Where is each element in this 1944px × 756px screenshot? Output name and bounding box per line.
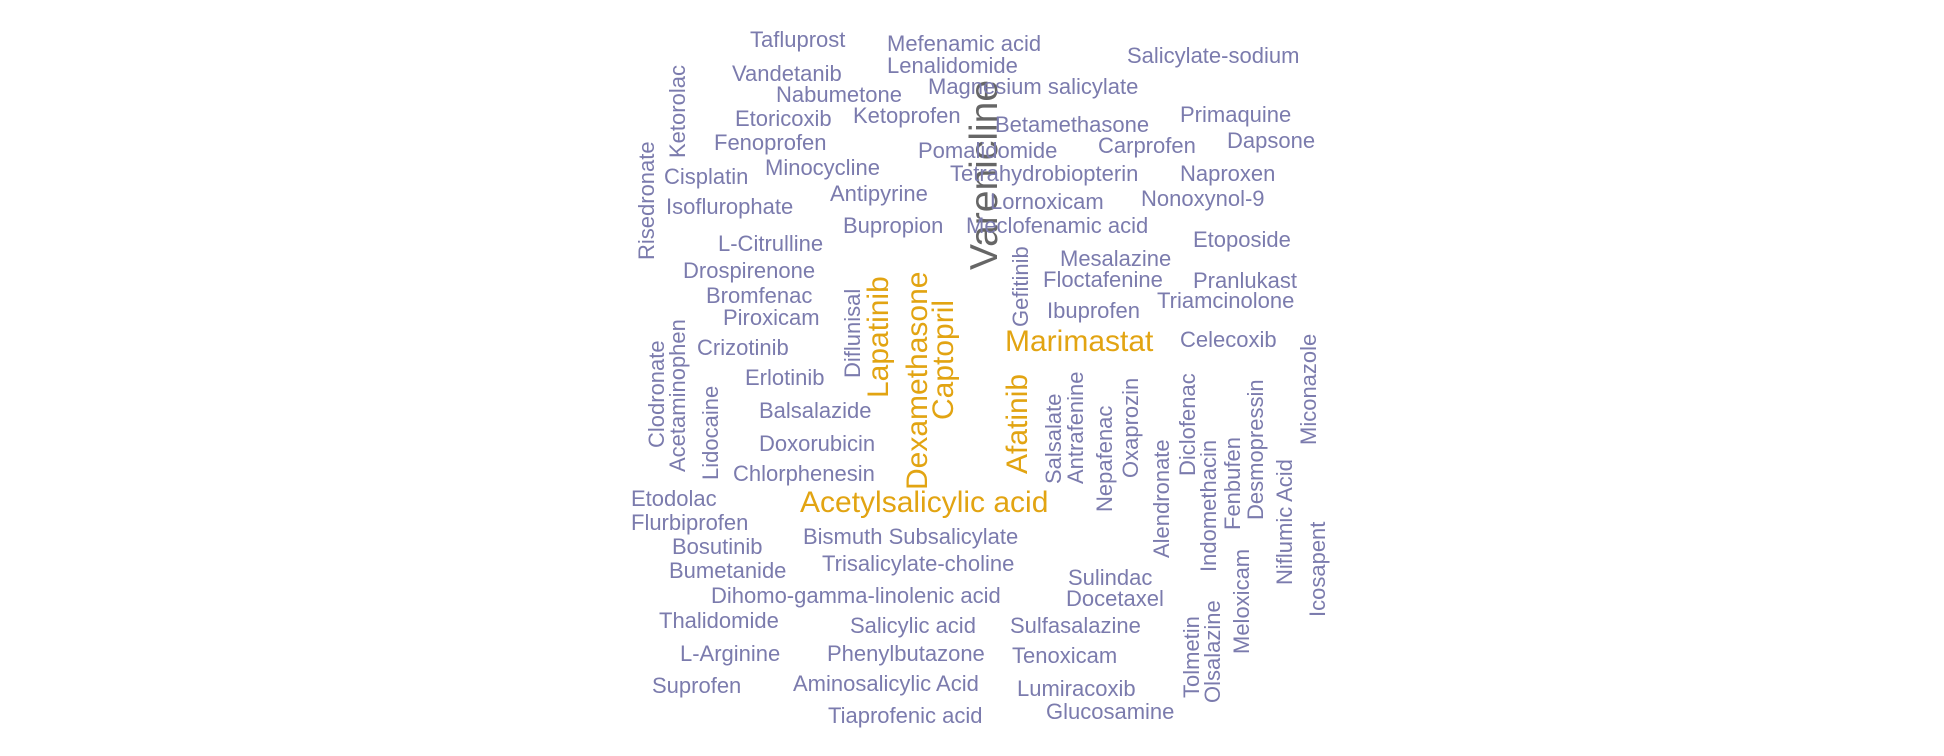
word: Desmopressin [1243,379,1268,520]
word: Pomalidomide [918,138,1058,163]
word: Trisalicylate-choline [822,551,1015,576]
word: Acetaminophen [665,319,690,472]
word: Antipyrine [830,181,928,206]
word: Vandetanib [732,61,842,86]
word: Ibuprofen [1047,298,1140,323]
word: Betamethasone [995,112,1150,137]
word: Dihomo-gamma-linolenic acid [711,583,1001,608]
word: Sulfasalazine [1010,613,1141,638]
word: L-Arginine [680,641,781,666]
word: Etoricoxib [735,106,832,131]
word: Salicylic acid [850,613,976,638]
word: Minocycline [765,155,880,180]
word: Niflumic Acid [1272,459,1297,585]
word: Olsalazine [1200,600,1225,703]
word: Naproxen [1180,161,1276,186]
word: Lapatinib [862,276,895,398]
word: Icosapent [1305,521,1330,617]
word: Carprofen [1098,133,1196,158]
word: Thalidomide [659,608,779,633]
word: Magnesium salicylate [928,74,1139,99]
word: Etodolac [631,486,717,511]
word: Ketorolac [665,65,690,158]
word: Celecoxib [1180,327,1277,352]
word: Tafluprost [750,27,846,52]
word: Erlotinib [745,365,825,390]
word: Risedronate [634,141,659,260]
word: Bismuth Subsalicylate [803,524,1019,549]
word: Antrafenine [1063,371,1088,484]
word: Balsalazide [759,398,872,423]
word: Fenoprofen [714,130,827,155]
word: Docetaxel [1066,586,1164,611]
word: Lidocaine [698,385,723,480]
word: Ketoprofen [853,103,961,128]
word: Afatinib [1001,373,1034,474]
word: Salicylate-sodium [1127,43,1300,68]
word: Primaquine [1180,102,1292,127]
word: Piroxicam [723,305,820,330]
word: Mesalazine [1060,246,1172,271]
word: Fenbufen [1220,437,1245,530]
word: Oxaprozin [1118,377,1143,478]
word: Flurbiprofen [631,510,749,535]
word: Clodronate [644,340,669,448]
word: Bupropion [843,213,944,238]
word: Indomethacin [1196,439,1221,572]
word: Chlorphenesin [733,461,875,486]
word: Nepafenac [1092,405,1117,512]
word: Lornoxicam [990,189,1104,214]
word: Bumetanide [669,558,787,583]
word: Dapsone [1227,128,1316,153]
word: Sulindac [1068,565,1153,590]
word: Lenalidomide [887,53,1018,78]
word: L-Citrulline [718,231,824,256]
word: Suprofen [652,673,742,698]
word: Triamcinolone [1157,288,1295,313]
word: Tiaprofenic acid [828,703,983,728]
word: Bromfenac [706,283,813,308]
word: Nabumetone [776,82,902,107]
word: Lumiracoxib [1017,676,1136,701]
word: Marimastat [1005,325,1154,358]
word: Salsalate [1041,393,1066,484]
word: Crizotinib [697,335,789,360]
word: Tetrahydrobiopterin [950,161,1139,186]
word: Isoflurophate [666,194,794,219]
word: Cisplatin [664,164,749,189]
word: Meclofenamic acid [966,213,1149,238]
word: Doxorubicin [759,431,876,456]
word: Phenylbutazone [827,641,985,666]
word: Alendronate [1149,439,1174,558]
word: Meloxicam [1229,548,1254,654]
word: Pranlukast [1193,268,1297,293]
word: Aminosalicylic Acid [793,671,979,696]
word: Mefenamic acid [887,31,1042,56]
word: Diflunisal [840,288,865,378]
word: Gefitinib [1008,246,1033,327]
word: Drospirenone [683,258,816,283]
word: Glucosamine [1046,699,1175,724]
word: Miconazole [1296,333,1321,445]
word: Acetylsalicylic acid [800,486,1049,519]
word: Nonoxynol-9 [1141,186,1265,211]
word: Tenoxicam [1012,643,1118,668]
word: Floctafenine [1043,267,1163,292]
word: Captopril [927,299,960,420]
word: Etoposide [1193,227,1291,252]
word: Bosutinib [672,534,763,559]
